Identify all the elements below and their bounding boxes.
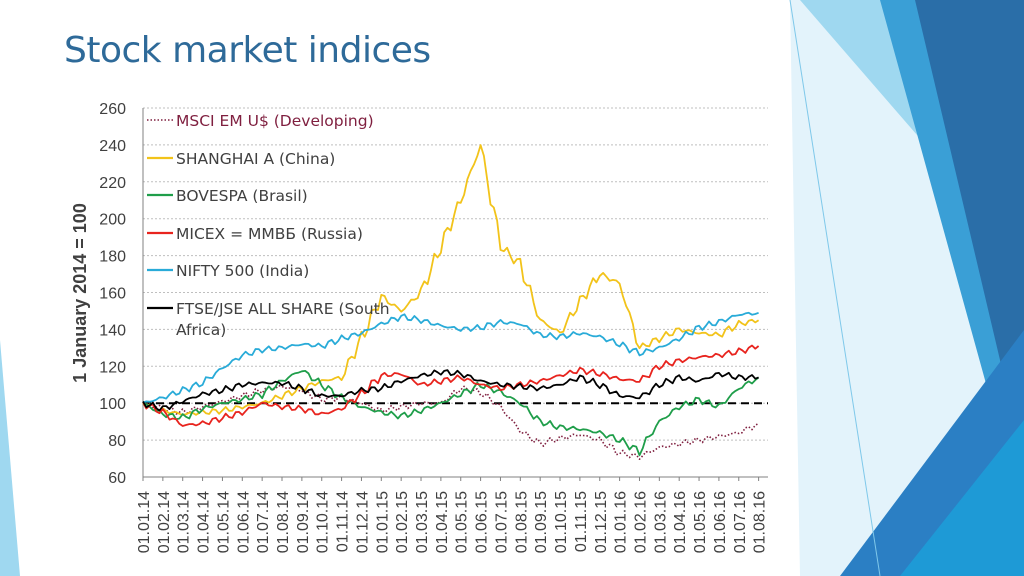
deco-bottom-right-inner xyxy=(900,420,1024,576)
x-tick-label: 01.06.14 xyxy=(235,491,252,553)
series-line-0 xyxy=(142,384,759,460)
y-tick-label: 100 xyxy=(99,396,126,413)
x-tick-label: 01.11.14 xyxy=(335,491,352,552)
x-tick-label: 01.05.14 xyxy=(215,491,232,553)
x-tick-label: 01.10.15 xyxy=(553,491,570,553)
y-tick-label: 220 xyxy=(99,175,126,192)
x-tick-label: 01.04.16 xyxy=(672,491,689,553)
y-tick-label: 200 xyxy=(99,212,126,229)
y-tick-label: 120 xyxy=(99,359,126,376)
x-tick-label: 01.01.16 xyxy=(613,491,630,553)
x-tick-label: 01.03.14 xyxy=(176,491,193,553)
x-tick-label: 01.06.16 xyxy=(712,491,729,553)
x-tick-label: 01.02.15 xyxy=(394,491,411,553)
y-tick-label: 260 xyxy=(99,101,126,118)
x-tick-label: 01.09.14 xyxy=(295,491,312,553)
y-tick-label: 60 xyxy=(108,470,126,487)
legend-label: MSCI EM U$ (Developing) xyxy=(176,112,374,130)
y-tick-label: 80 xyxy=(108,433,126,450)
deco-thin-line xyxy=(789,0,881,576)
x-tick-label: 01.10.14 xyxy=(315,491,332,553)
x-tick-label: 01.08.15 xyxy=(513,491,530,553)
slide-title: Stock market indices xyxy=(64,30,431,71)
x-tick-label: 01.02.14 xyxy=(156,491,173,553)
x-tick-label: 01.04.15 xyxy=(434,491,451,553)
x-tick-label: 01.05.16 xyxy=(692,491,709,553)
x-tick-label: 01.07.16 xyxy=(732,491,749,553)
y-tick-label: 160 xyxy=(99,286,126,303)
legend-label: BOVESPA (Brasil) xyxy=(176,187,308,205)
x-tick-label: 01.08.14 xyxy=(275,491,292,553)
deco-left-sliver xyxy=(0,340,20,576)
series-line-5 xyxy=(142,369,759,412)
x-tick-label: 01.03.16 xyxy=(652,491,669,553)
y-tick-label: 180 xyxy=(99,249,126,266)
x-tick-label: 01.06.15 xyxy=(474,491,491,553)
x-tick-label: 01.12.15 xyxy=(593,491,610,553)
series-line-3 xyxy=(142,344,760,427)
x-tick-label: 01.04.14 xyxy=(196,491,213,553)
legend-label: SHANGHAI A (China) xyxy=(176,150,335,168)
x-tick-label: 01.02.16 xyxy=(632,491,649,553)
deco-right-dark-band xyxy=(915,0,1024,500)
x-tick-label: 01.12.14 xyxy=(354,491,371,553)
x-tick-label: 01.07.15 xyxy=(493,491,510,553)
y-axis-label: 1 January 2014 = 100 xyxy=(70,203,90,383)
x-tick-label: 01.08.16 xyxy=(752,491,769,553)
series-line-2 xyxy=(142,370,760,457)
y-tick-label: 140 xyxy=(99,322,126,339)
legend-label: FTSE/JSE ALL SHARE (South Africa) xyxy=(176,300,390,339)
x-tick-label: 01.11.15 xyxy=(573,491,590,552)
x-tick-label: 01.05.15 xyxy=(454,491,471,553)
x-tick-label: 01.01.14 xyxy=(136,491,153,553)
series-line-1 xyxy=(142,144,760,416)
legend-label: MICEX = ММВБ (Russia) xyxy=(176,225,363,243)
x-tick-label: 01.01.15 xyxy=(374,491,391,553)
legend-label: NIFTY 500 (India) xyxy=(176,262,309,280)
x-tick-label: 01.03.15 xyxy=(414,491,431,553)
x-tick-label: 01.07.14 xyxy=(255,491,272,553)
y-tick-label: 240 xyxy=(99,138,126,155)
series-line-4 xyxy=(142,311,759,404)
x-tick-label: 01.09.15 xyxy=(533,491,550,553)
